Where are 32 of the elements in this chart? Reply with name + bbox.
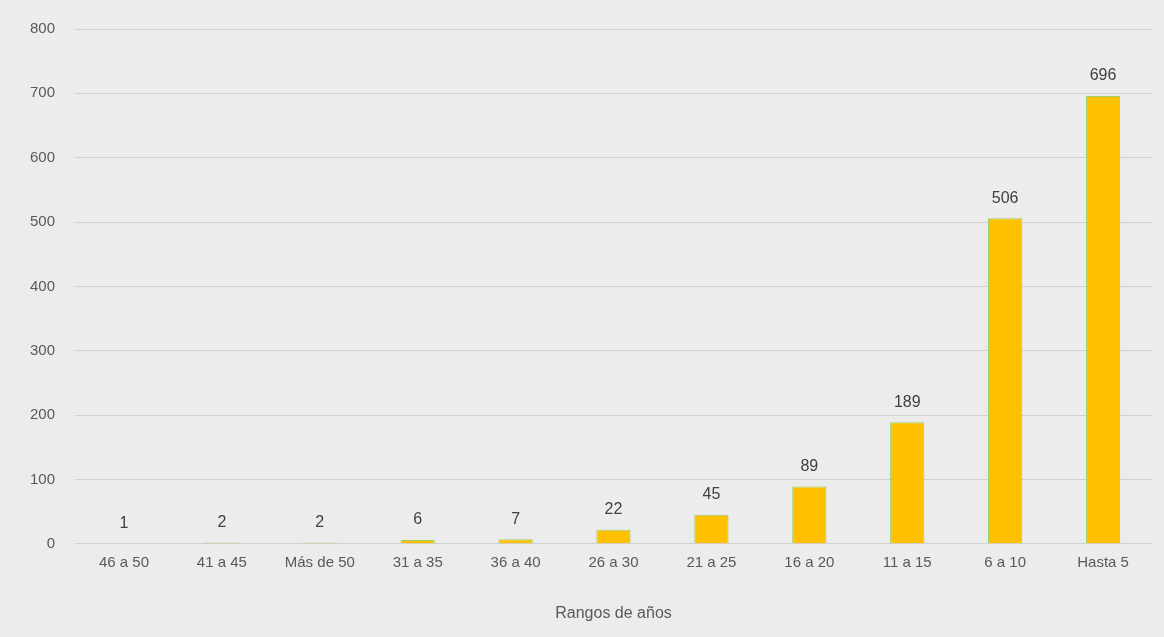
data-label: 189 xyxy=(893,392,921,410)
data-label: 2 xyxy=(217,512,227,530)
data-label: 696 xyxy=(1089,66,1117,84)
y-tick-label: 500 xyxy=(30,212,56,230)
x-tick-label: 36 a 40 xyxy=(490,552,541,570)
data-label: 506 xyxy=(991,188,1019,206)
y-tick-label: 100 xyxy=(30,469,56,487)
x-tick-label: 6 a 10 xyxy=(984,552,1026,570)
x-tick-label: 16 a 20 xyxy=(784,552,835,570)
y-tick-label: 800 xyxy=(30,19,56,37)
x-axis-title: Rangos de años xyxy=(555,603,672,621)
x-tick-label: 26 a 30 xyxy=(588,552,639,570)
x-tick-label: Hasta 5 xyxy=(1077,552,1129,570)
x-tick-label: 21 a 25 xyxy=(686,552,737,570)
x-tick-label: 11 a 15 xyxy=(882,552,932,570)
y-tick-label: 700 xyxy=(30,83,56,101)
data-label: 1 xyxy=(119,513,129,531)
data-label: 2 xyxy=(315,512,325,530)
x-tick-label: 46 a 50 xyxy=(98,552,149,570)
data-label: 89 xyxy=(800,456,819,474)
data-label: 6 xyxy=(413,510,423,528)
x-tick-label: 31 a 35 xyxy=(392,552,443,570)
x-tick-label: Más de 50 xyxy=(284,552,355,570)
data-label: 7 xyxy=(511,509,521,527)
y-tick-label: 600 xyxy=(30,147,56,165)
y-tick-label: 300 xyxy=(30,340,56,358)
y-tick-label: 0 xyxy=(46,533,56,551)
data-label: 45 xyxy=(702,485,721,503)
y-tick-label: 400 xyxy=(30,276,56,294)
x-tick-label: 41 a 45 xyxy=(196,552,247,570)
y-tick-label: 200 xyxy=(30,405,56,423)
data-label: 22 xyxy=(604,500,623,518)
